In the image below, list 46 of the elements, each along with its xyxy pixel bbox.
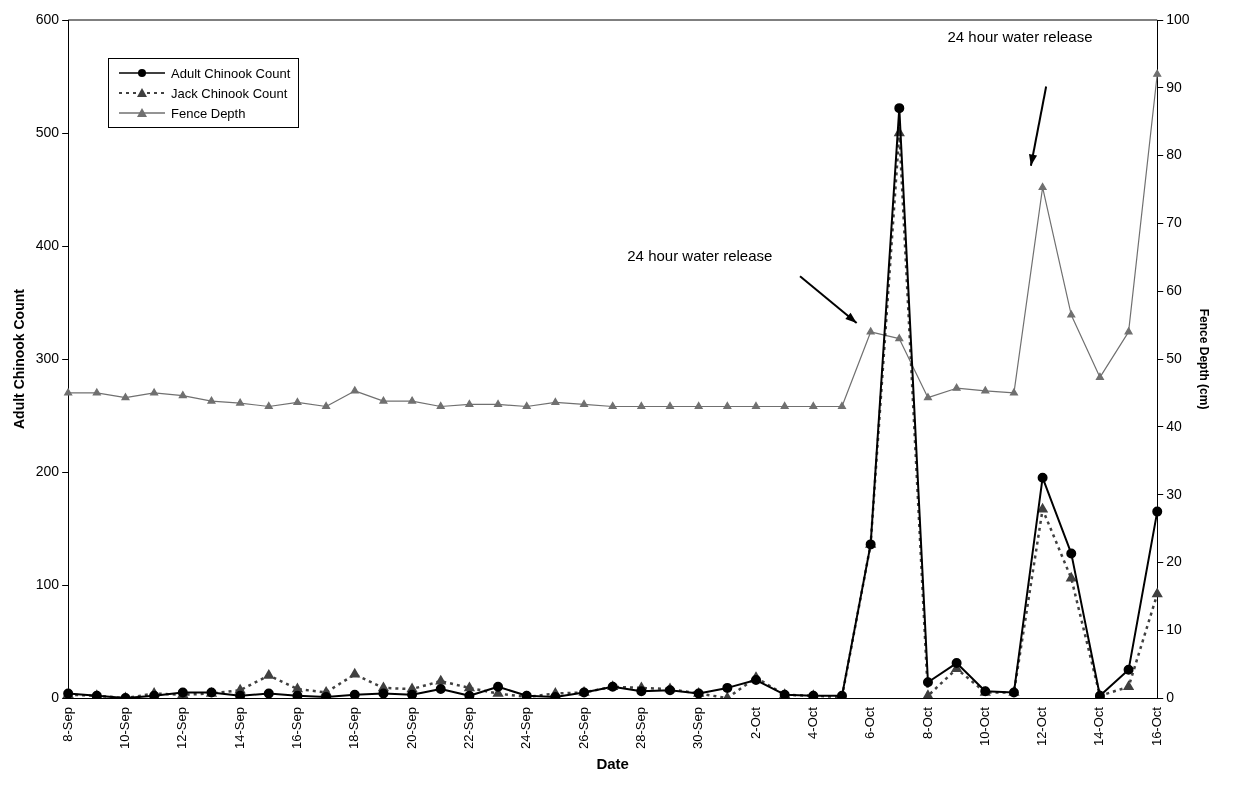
y-tick-label: 400 [35, 236, 60, 253]
y-tick-label: 200 [35, 462, 60, 479]
x-tick-label: 10-Sep [117, 707, 133, 749]
x-tick-label: 16-Oct [1148, 706, 1164, 747]
y2-tick-label: 80 [1166, 146, 1183, 163]
x-tick-label: 10-Oct [976, 706, 992, 747]
y2-tick-label: 10 [1166, 621, 1183, 638]
x-tick-label: 18-Sep [346, 707, 362, 749]
y2-tick-label: 0 [1166, 688, 1175, 705]
legend-label: Fence Depth [171, 105, 246, 121]
y2-tick-label: 100 [1166, 10, 1190, 27]
x-tick-label: 28-Sep [632, 707, 648, 749]
y2-tick-label: 60 [1166, 282, 1183, 299]
x-tick-label: 6-Oct [862, 706, 878, 739]
y-axis-title: Adult Chinook Count [11, 288, 28, 430]
x-tick-label: 12-Oct [1034, 706, 1050, 747]
annotation: 24 hour water release [627, 247, 773, 265]
y2-axis-title: Fence Depth (cm) [1197, 308, 1212, 410]
y2-tick-label: 90 [1166, 78, 1183, 95]
x-tick-label: 16-Sep [289, 707, 305, 749]
y-tick-label: 0 [51, 688, 60, 705]
x-tick-label: 20-Sep [403, 707, 419, 749]
y2-tick-label: 70 [1166, 214, 1183, 231]
x-axis-title: Date [596, 755, 629, 773]
y2-tick-label: 30 [1166, 485, 1183, 502]
y2-tick-label: 50 [1166, 349, 1183, 366]
y2-tick-label: 40 [1166, 417, 1183, 434]
x-tick-label: 26-Sep [575, 707, 591, 749]
annotation: 24 hour water release [947, 27, 1093, 45]
x-tick-label: 8-Oct [919, 706, 935, 739]
y-tick-label: 600 [35, 10, 60, 27]
legend-label: Jack Chinook Count [171, 85, 288, 101]
x-tick-label: 2-Oct [747, 706, 763, 739]
x-tick-label: 12-Sep [174, 707, 190, 749]
legend-label: Adult Chinook Count [171, 65, 291, 81]
x-tick-label: 24-Sep [518, 707, 534, 749]
x-tick-label: 30-Sep [690, 707, 706, 749]
y-tick-label: 300 [35, 349, 60, 366]
x-tick-label: 4-Oct [804, 706, 820, 739]
y-tick-label: 500 [35, 123, 60, 140]
y-tick-label: 100 [35, 575, 60, 592]
x-tick-label: 8-Sep [59, 707, 75, 742]
x-tick-label: 14-Oct [1091, 706, 1107, 747]
x-tick-label: 22-Sep [460, 707, 476, 749]
y2-tick-label: 20 [1166, 553, 1183, 570]
x-tick-label: 14-Sep [231, 707, 247, 749]
